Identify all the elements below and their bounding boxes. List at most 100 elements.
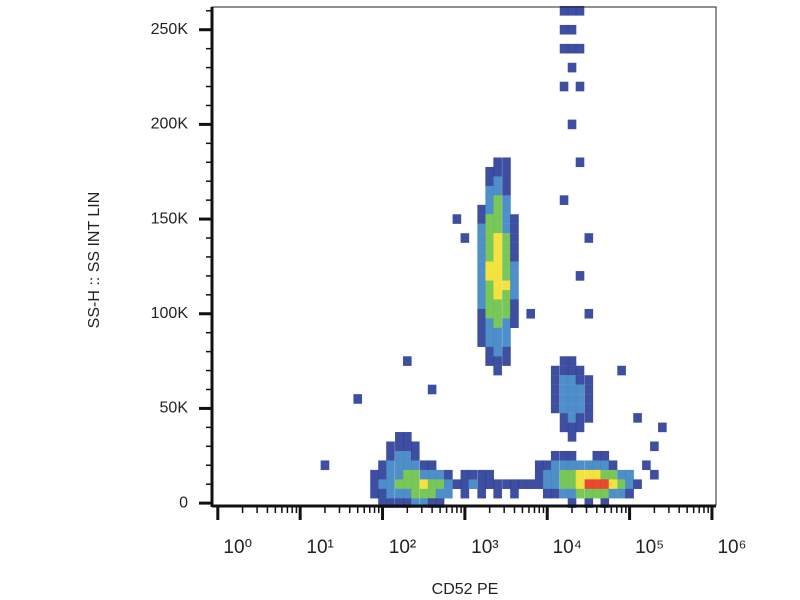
density-cell <box>592 479 602 489</box>
y-tick-label: 100K <box>151 305 189 322</box>
density-cell <box>493 166 502 177</box>
density-cell <box>410 498 420 508</box>
density-cell <box>460 469 470 480</box>
density-cell <box>550 488 560 499</box>
density-cell <box>625 488 634 499</box>
density-cell <box>567 119 577 130</box>
density-cell <box>435 469 445 480</box>
density-cell <box>493 308 502 319</box>
density-cell <box>485 356 494 366</box>
density-cell <box>378 488 387 499</box>
density-cell <box>493 346 502 357</box>
density-cell <box>410 479 420 489</box>
density-cell <box>477 214 486 224</box>
density-cell <box>485 271 494 281</box>
density-cell <box>502 261 511 272</box>
density-cell <box>460 488 470 499</box>
density-cell <box>477 233 486 243</box>
density-cell <box>559 479 569 489</box>
density-cell <box>485 214 494 224</box>
y-tick-label: 200K <box>151 116 189 133</box>
density-cell <box>542 469 552 480</box>
density-cell <box>575 469 585 480</box>
density-cell <box>427 384 437 395</box>
density-cell <box>386 469 395 480</box>
density-cell <box>510 271 519 281</box>
density-cell <box>502 327 511 338</box>
density-cell <box>542 460 552 471</box>
density-cell <box>575 422 585 433</box>
density-cell <box>493 185 502 196</box>
density-cell <box>485 185 494 196</box>
density-cell <box>567 356 577 366</box>
density-cell <box>477 271 486 281</box>
density-cell <box>435 488 445 499</box>
density-cell <box>584 308 594 319</box>
density-cell <box>526 308 536 319</box>
density-cell <box>395 498 404 508</box>
density-cell <box>419 469 429 480</box>
density-cell <box>510 261 519 272</box>
density-cell <box>378 460 387 471</box>
density-cell <box>650 469 659 480</box>
density-cell <box>617 488 626 499</box>
density-cell <box>410 450 420 461</box>
density-cell <box>633 479 642 489</box>
density-cell <box>633 413 642 423</box>
density-cell <box>502 271 511 281</box>
density-cell <box>559 24 569 35</box>
density-cell <box>427 479 437 489</box>
density-cell <box>468 479 478 489</box>
density-cell <box>493 223 502 234</box>
density-cell <box>592 488 602 499</box>
density-cell <box>419 479 429 489</box>
density-cell <box>559 356 569 366</box>
density-cell <box>477 479 486 489</box>
density-cell <box>510 479 519 489</box>
density-cell <box>502 356 511 366</box>
density-cell <box>567 460 577 471</box>
density-cell <box>386 498 395 508</box>
density-cell <box>493 214 502 224</box>
density-cell <box>502 290 511 300</box>
density-cell <box>485 469 494 480</box>
density-cell <box>386 441 395 452</box>
density-cell <box>378 469 387 480</box>
density-cell <box>502 280 511 291</box>
density-cell <box>567 394 577 404</box>
density-cell <box>493 318 502 329</box>
density-cell <box>403 498 412 508</box>
density-cell <box>485 290 494 300</box>
density-cell <box>485 280 494 291</box>
density-cell <box>575 5 585 16</box>
density-cell <box>502 308 511 319</box>
density-cell <box>534 479 544 489</box>
density-cell <box>485 233 494 243</box>
density-cell <box>493 327 502 338</box>
density-cell <box>468 469 478 480</box>
density-cell <box>485 308 494 319</box>
density-cell <box>567 469 577 480</box>
density-cell <box>575 488 585 499</box>
density-cell <box>410 469 420 480</box>
density-cell <box>378 479 387 489</box>
density-cell <box>485 299 494 310</box>
x-axis-label: CD52 PE <box>432 581 499 598</box>
density-cell <box>477 308 486 319</box>
density-cell <box>403 432 412 442</box>
density-cell <box>559 365 569 376</box>
density-cell <box>567 375 577 385</box>
density-cell <box>485 242 494 253</box>
density-cell <box>485 337 494 347</box>
density-cell <box>559 488 569 499</box>
density-cell <box>419 488 429 499</box>
density-cell <box>435 498 445 508</box>
plot-frame <box>211 6 717 506</box>
density-cell <box>410 488 420 499</box>
density-cell <box>617 479 626 489</box>
density-cell <box>485 166 494 177</box>
density-cell <box>559 195 569 205</box>
density-cell <box>550 479 560 489</box>
density-cell <box>485 204 494 215</box>
density-cell <box>502 242 511 253</box>
